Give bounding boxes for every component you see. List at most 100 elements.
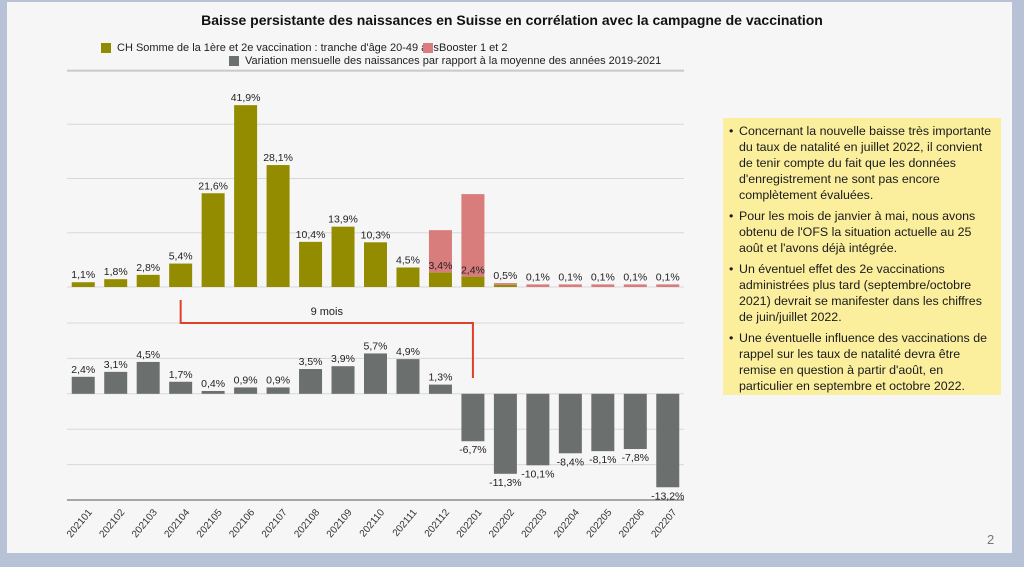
data-label-vaccination: 2,8% <box>136 262 160 274</box>
data-label-births: -8,1% <box>589 454 616 466</box>
bar-booster <box>493 283 517 285</box>
bar-births <box>623 393 647 450</box>
bar-booster <box>428 230 452 273</box>
data-label-vaccination: 1,1% <box>71 269 95 281</box>
bar-vaccination <box>364 242 387 287</box>
bar-vaccination <box>266 165 290 287</box>
bars <box>71 105 680 488</box>
bar-booster <box>558 284 582 287</box>
data-label-births: -6,7% <box>459 444 486 456</box>
note-bullet: • Pour les mois de janvier à mai, nous av… <box>729 208 997 256</box>
x-tick-label: 202111 <box>391 507 420 539</box>
data-label-vaccination: 2,4% <box>461 265 485 277</box>
note-text: Concernant la nouvelle baisse très impor… <box>739 124 992 202</box>
bar-vaccination <box>136 274 160 287</box>
data-label-births: 0,4% <box>201 378 225 390</box>
bullet-dot: • <box>729 331 734 345</box>
legend-label-vaccination: CH Somme de la 1ère et 2e vaccination : … <box>117 42 439 54</box>
bracket-line <box>179 300 474 378</box>
legend-swatch-booster <box>423 43 433 53</box>
bar-booster <box>461 194 485 277</box>
data-label-births: -8,4% <box>557 456 584 468</box>
bar-vaccination <box>71 282 95 287</box>
data-label-births: 3,5% <box>299 356 323 368</box>
data-label-vaccination: 13,9% <box>328 214 358 226</box>
x-tick-label: 202110 <box>358 507 388 539</box>
legend-swatch-births <box>229 56 239 66</box>
annotation-label: 9 mois <box>311 306 344 318</box>
x-tick-label: 202206 <box>617 507 647 540</box>
x-tick-label: 202107 <box>260 507 290 540</box>
note-bullet: • Concernant la nouvelle baisse très impo… <box>729 123 997 203</box>
data-label-vaccination: 5,4% <box>169 251 193 263</box>
data-label-births: -11,3% <box>489 477 522 489</box>
note-text: Un éventuel effet des 2e vaccinations ad… <box>739 262 982 324</box>
legend-item-births: Variation mensuelle des naissances par r… <box>229 55 661 67</box>
legend-label-births: Variation mensuelle des naissances par r… <box>245 55 662 67</box>
data-label-births: 5,7% <box>364 340 388 352</box>
x-tick-label: 202102 <box>97 507 127 540</box>
data-label-births: -13,2% <box>651 490 684 502</box>
bar-booster <box>656 284 680 287</box>
x-tick-label: 202204 <box>552 507 582 540</box>
x-tick-label: 202108 <box>292 507 322 540</box>
x-tick-label: 202106 <box>227 507 257 540</box>
legend-item-booster: Booster 1 et 2 <box>423 42 508 54</box>
bar-births <box>266 387 290 394</box>
bar-vaccination <box>234 105 258 288</box>
bar-births <box>396 359 420 394</box>
bar-vaccination <box>201 193 225 287</box>
data-label-births: 0,9% <box>266 374 290 386</box>
data-label-births: -7,8% <box>622 452 649 464</box>
notes-callout: • Concernant la nouvelle baisse très impo… <box>723 118 1001 395</box>
data-label-vaccination: 21,6% <box>198 180 228 192</box>
data-label-births: 3,9% <box>331 353 355 365</box>
bar-vaccination <box>461 276 485 287</box>
bullet-dot: • <box>729 209 734 223</box>
bar-births <box>526 393 550 466</box>
data-label-births: 3,1% <box>104 359 128 371</box>
bar-births <box>558 393 582 454</box>
x-tick-label: 202203 <box>520 507 550 540</box>
data-label-births: 4,9% <box>396 346 420 358</box>
x-tick-label: 202103 <box>130 507 160 540</box>
page-number: 2 <box>987 532 995 547</box>
data-label-births: 4,5% <box>136 349 160 361</box>
legend-swatch-vaccination <box>101 43 111 53</box>
legend-label-booster: Booster 1 et 2 <box>439 42 508 54</box>
data-label-vaccination: 0,1% <box>591 271 615 283</box>
data-label-births: 1,7% <box>169 369 193 381</box>
bar-vaccination <box>493 284 517 287</box>
note-text: Pour les mois de janvier à mai, nous avo… <box>739 209 976 255</box>
data-label-vaccination: 28,1% <box>263 152 293 164</box>
data-label-vaccination: 0,1% <box>623 271 647 283</box>
bar-births <box>461 393 485 442</box>
data-label-births: 1,3% <box>428 372 452 384</box>
x-tick-label: 202109 <box>325 507 355 540</box>
bar-births <box>234 387 258 394</box>
note-bullet: • Une éventuelle influence des vaccinatio… <box>729 330 997 394</box>
bar-booster <box>526 284 550 287</box>
chart-title: Baisse persistante des naissances en Sui… <box>201 12 823 28</box>
data-label-vaccination: 1,8% <box>104 266 128 278</box>
data-label-vaccination: 0,1% <box>656 271 680 283</box>
data-labels: 1,1% 1,8% 2,8% 5,4% 21,6% 41,9% 28,1% 10,4%13,9… <box>71 92 684 502</box>
bar-births <box>71 376 95 394</box>
bar-births <box>104 371 128 394</box>
data-label-births: -10,1% <box>521 468 554 480</box>
x-tick-label: 202112 <box>423 507 453 539</box>
data-label-vaccination: 10,4% <box>296 229 326 241</box>
annotation-bracket: 9 mois <box>179 300 474 378</box>
x-tick-label: 202205 <box>585 507 615 540</box>
bar-births <box>364 353 387 394</box>
bar-vaccination <box>299 241 323 287</box>
bullet-dot: • <box>729 124 734 138</box>
bar-booster <box>591 284 615 287</box>
data-label-births: 2,4% <box>71 364 95 376</box>
bar-booster <box>623 284 647 287</box>
data-label-births: 0,9% <box>234 374 258 386</box>
bar-births <box>493 393 517 474</box>
data-label-vaccination: 0,5% <box>493 270 517 282</box>
data-label-vaccination: 10,3% <box>361 229 391 241</box>
data-label-vaccination: 4,5% <box>396 254 420 266</box>
